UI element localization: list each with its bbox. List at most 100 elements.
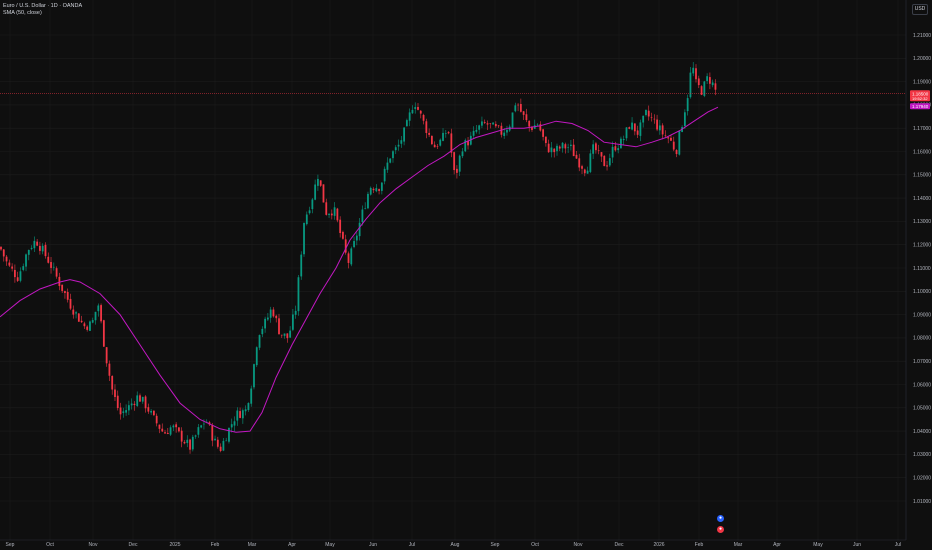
candle-body[interactable] [572, 144, 575, 157]
candle-body[interactable] [0, 246, 2, 250]
candle-body[interactable] [453, 152, 456, 171]
candle-body[interactable] [119, 407, 122, 415]
candle-body[interactable] [264, 318, 266, 329]
candle-body[interactable] [697, 78, 700, 86]
candle-body[interactable] [709, 77, 711, 84]
candle-body[interactable] [400, 140, 403, 144]
candle-body[interactable] [102, 320, 105, 347]
candle-body[interactable] [595, 143, 597, 151]
candle-body[interactable] [631, 122, 633, 130]
candle-body[interactable] [325, 202, 328, 215]
candle-body[interactable] [125, 410, 127, 413]
candle-body[interactable] [322, 184, 325, 203]
candle-body[interactable] [197, 427, 200, 435]
candle-body[interactable] [189, 439, 191, 450]
candle-body[interactable] [436, 146, 439, 147]
candle-body[interactable] [111, 375, 114, 390]
candle-body[interactable] [311, 199, 314, 210]
candle-body[interactable] [378, 189, 380, 191]
candle-body[interactable] [405, 120, 408, 127]
sma-line[interactable] [0, 106, 719, 433]
candle-body[interactable] [369, 187, 372, 195]
candle-body[interactable] [66, 291, 69, 300]
candle-body[interactable] [250, 388, 253, 404]
candle-body[interactable] [711, 82, 714, 86]
candle-body[interactable] [481, 121, 483, 126]
candle-body[interactable] [653, 118, 656, 120]
candle-body[interactable] [153, 410, 155, 416]
candle-body[interactable] [16, 277, 19, 281]
candle-body[interactable] [700, 86, 703, 95]
candle-body[interactable] [550, 147, 553, 153]
candle-body[interactable] [105, 347, 108, 364]
candle-body[interactable] [164, 432, 166, 434]
candle-body[interactable] [127, 405, 130, 411]
candle-body[interactable] [297, 277, 300, 312]
candle-body[interactable] [583, 169, 586, 174]
candle-body[interactable] [403, 127, 405, 142]
candle-body[interactable] [522, 111, 525, 115]
candle-body[interactable] [89, 321, 91, 331]
candle-body[interactable] [636, 130, 639, 135]
candle-body[interactable] [414, 107, 417, 109]
candle-body[interactable] [547, 143, 550, 153]
candle-body[interactable] [136, 395, 139, 406]
candle-body[interactable] [300, 254, 303, 277]
candle-body[interactable] [339, 219, 342, 234]
candle-body[interactable] [492, 122, 494, 125]
candle-body[interactable] [467, 140, 469, 146]
candle-body[interactable] [41, 245, 44, 252]
candle-body[interactable] [483, 122, 486, 124]
candle-body[interactable] [586, 170, 589, 174]
candle-body[interactable] [528, 120, 531, 127]
candle-body[interactable] [216, 439, 219, 447]
candle-body[interactable] [383, 168, 386, 182]
candle-body[interactable] [361, 209, 364, 223]
candle-body[interactable] [570, 144, 572, 146]
candle-body[interactable] [447, 132, 450, 134]
event-marker-icon[interactable]: ● [717, 526, 724, 533]
candle-body[interactable] [233, 421, 236, 426]
candle-body[interactable] [2, 249, 5, 257]
candle-body[interactable] [353, 241, 355, 248]
candle-body[interactable] [172, 425, 175, 428]
candle-body[interactable] [392, 151, 394, 159]
candle-body[interactable] [553, 148, 556, 153]
candle-body[interactable] [144, 396, 147, 409]
candle-body[interactable] [419, 110, 422, 114]
candle-body[interactable] [456, 168, 458, 173]
candle-body[interactable] [19, 271, 22, 281]
candle-body[interactable] [50, 262, 52, 268]
candle-body[interactable] [147, 407, 150, 412]
candle-body[interactable] [8, 262, 11, 266]
candle-body[interactable] [422, 114, 425, 121]
candle-body[interactable] [600, 152, 603, 157]
candle-body[interactable] [658, 125, 661, 131]
candle-body[interactable] [439, 139, 442, 146]
candle-body[interactable] [55, 268, 58, 277]
candle-body[interactable] [556, 145, 558, 152]
candle-body[interactable] [178, 427, 180, 432]
candle-body[interactable] [633, 123, 636, 132]
candle-body[interactable] [239, 411, 241, 418]
candle-body[interactable] [620, 138, 622, 149]
candle-body[interactable] [269, 309, 272, 318]
candle-body[interactable] [330, 213, 333, 216]
candle-body[interactable] [272, 309, 275, 317]
candle-body[interactable] [417, 106, 419, 110]
candle-body[interactable] [47, 256, 50, 263]
candle-body[interactable] [292, 314, 294, 330]
candle-body[interactable] [661, 125, 664, 135]
candle-body[interactable] [303, 222, 305, 255]
candle-body[interactable] [191, 436, 194, 450]
candle-body[interactable] [622, 139, 625, 141]
candle-body[interactable] [380, 182, 383, 191]
candle-body[interactable] [450, 133, 453, 153]
candle-body[interactable] [116, 395, 119, 409]
candle-body[interactable] [80, 320, 83, 323]
candle-body[interactable] [428, 132, 431, 135]
candle-body[interactable] [100, 305, 102, 322]
candle-body[interactable] [606, 165, 608, 167]
candle-body[interactable] [461, 151, 464, 157]
candle-body[interactable] [255, 347, 258, 366]
